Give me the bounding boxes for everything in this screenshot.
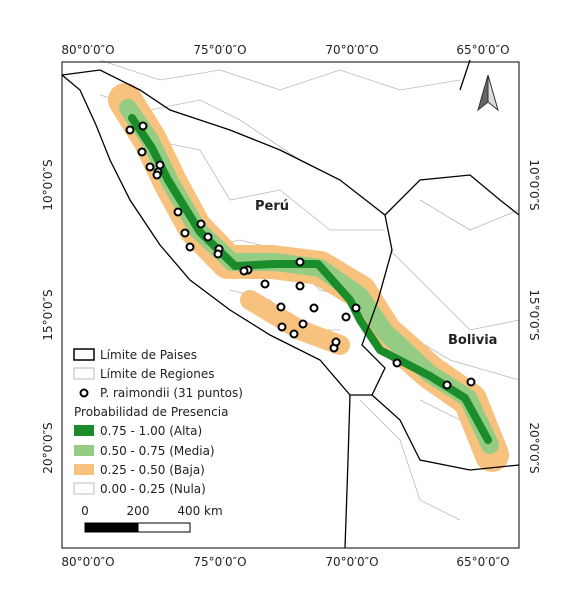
occurrence-point — [298, 319, 308, 329]
occurrence-point — [173, 207, 183, 217]
lat-label: 15°0′0″S — [527, 289, 541, 340]
legend-label: 0.50 - 0.75 (Media) — [100, 444, 215, 458]
legend-label: Límite de Paises — [100, 348, 197, 362]
scale-bar — [84, 522, 139, 533]
occurrence-point — [309, 303, 319, 313]
occurrence-points — [125, 121, 476, 390]
occurrence-point — [213, 249, 223, 259]
legend-symbol — [79, 388, 89, 398]
legend-label: 0.25 - 0.50 (Baja) — [100, 463, 205, 477]
occurrence-point — [145, 162, 155, 172]
occurrence-point — [351, 303, 361, 313]
country-borders — [61, 59, 520, 549]
occurrence-point — [295, 281, 305, 291]
occurrence-point — [203, 232, 213, 242]
scale-label: 400 km — [177, 504, 222, 518]
occurrence-point — [276, 302, 286, 312]
legend-label: Límite de Regiones — [100, 367, 214, 381]
legend-symbol — [73, 348, 95, 361]
occurrence-point — [392, 358, 402, 368]
scale-label: 0 — [81, 504, 89, 518]
legend-symbol — [73, 367, 95, 380]
country-label: Bolivia — [448, 333, 497, 348]
occurrence-point — [185, 242, 195, 252]
legend: Límite de Paises Límite de Regiones P. r… — [66, 342, 262, 544]
lat-label: 10°0′0″S — [527, 159, 541, 210]
lon-label: 80°0′0″O — [61, 43, 114, 57]
lat-label: 20°0′0″S — [41, 422, 55, 473]
lat-label: 15°0′0″S — [41, 289, 55, 340]
occurrence-point — [125, 125, 135, 135]
lon-label: 80°0′0″O — [61, 555, 114, 569]
occurrence-point — [180, 228, 190, 238]
occurrence-point — [152, 170, 162, 180]
legend-symbol — [74, 425, 94, 436]
lon-label: 70°0′0″O — [325, 555, 378, 569]
legend-label: P. raimondii (31 puntos) — [100, 386, 243, 400]
legend-label: 0.00 - 0.25 (Nula) — [100, 482, 206, 496]
occurrence-point — [138, 121, 148, 131]
occurrence-point — [277, 322, 287, 332]
occurrence-point — [260, 279, 270, 289]
occurrence-point — [137, 147, 147, 157]
occurrence-point — [466, 377, 476, 387]
lat-label: 10°0′0″S — [41, 159, 55, 210]
occurrence-point — [331, 337, 341, 347]
lon-label: 75°0′0″O — [193, 43, 246, 57]
coordinate-labels: 80°0′0″O 75°0′0″O 70°0′0″O 65°0′0″O 80°0… — [41, 43, 541, 569]
lon-label: 65°0′0″O — [456, 555, 509, 569]
north-arrow — [477, 74, 499, 112]
occurrence-point — [442, 380, 452, 390]
occurrence-point — [295, 257, 305, 267]
lon-label: 65°0′0″O — [456, 43, 509, 57]
scale-bar — [137, 522, 191, 533]
occurrence-point — [341, 312, 351, 322]
legend-symbol — [74, 464, 94, 475]
occurrence-point — [196, 219, 206, 229]
country-label: Perú — [255, 199, 289, 214]
legend-background — [66, 342, 262, 544]
map-frame — [61, 61, 520, 549]
lon-label: 75°0′0″O — [193, 555, 246, 569]
legend-label: 0.75 - 1.00 (Alta) — [100, 424, 202, 438]
lat-label: 20°0′0″S — [527, 422, 541, 473]
lon-label: 70°0′0″O — [325, 43, 378, 57]
legend-symbol — [73, 482, 95, 495]
occurrence-point — [289, 329, 299, 339]
occurrence-point — [239, 266, 249, 276]
map-area: Perú Bolivia — [61, 59, 520, 549]
occurrence-point — [155, 160, 165, 170]
scale-label: 200 — [127, 504, 150, 518]
legend-symbol — [74, 445, 94, 456]
legend-title: Probabilidad de Presencia — [74, 405, 228, 419]
